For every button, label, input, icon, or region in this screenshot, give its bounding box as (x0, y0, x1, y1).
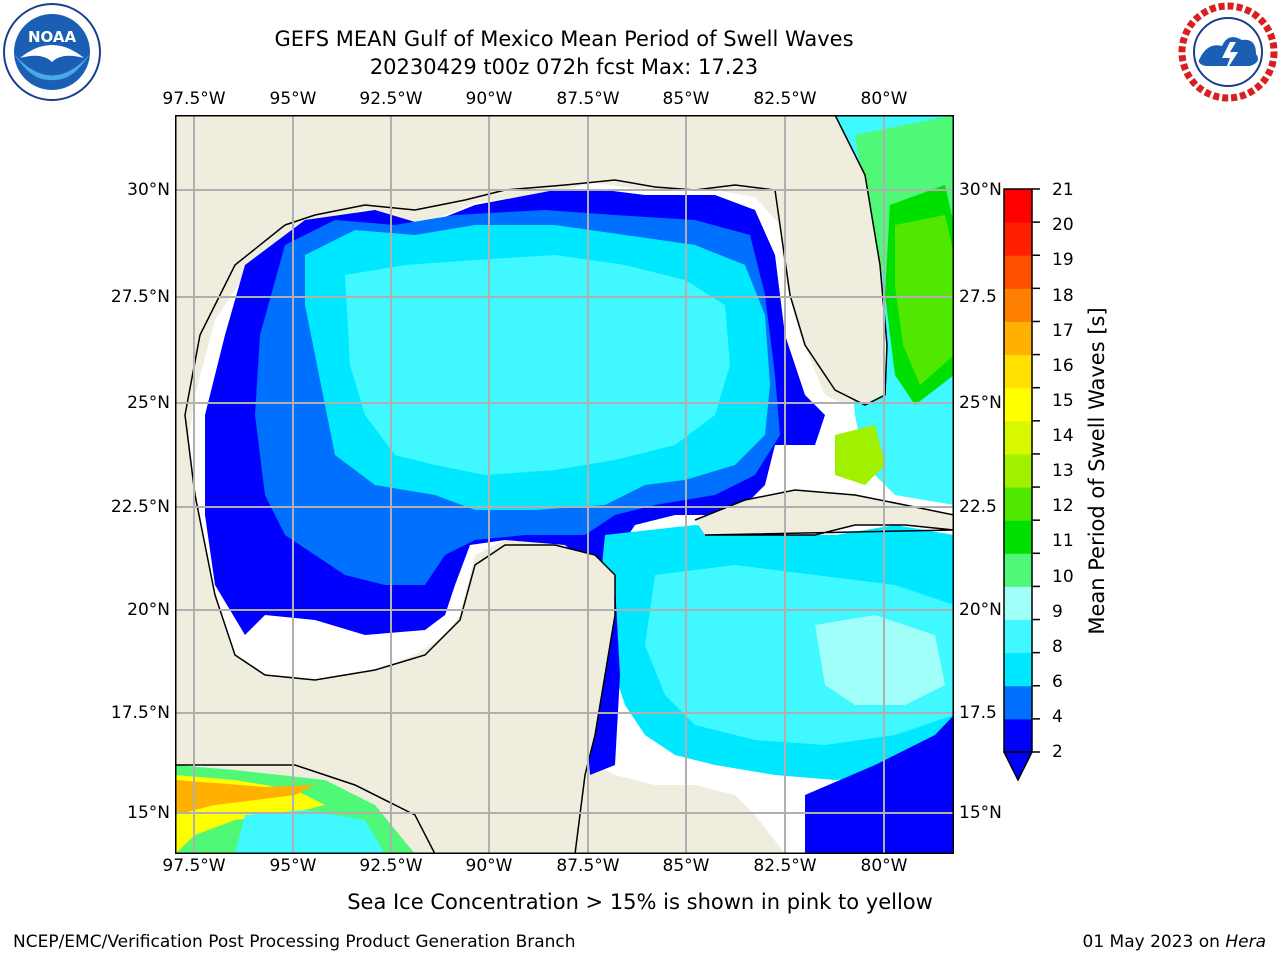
contour-carib-2-4b (805, 715, 954, 854)
graticule (175, 115, 954, 854)
colorbar-band (1004, 619, 1032, 654)
lat-label-left-6: 15°N (127, 803, 170, 823)
colorbar-band (1004, 586, 1032, 621)
colorbar-tick-3: 18 (1052, 286, 1074, 306)
lon-label-bottom-6: 82.5°W (753, 856, 817, 876)
lat-label-left-1: 27.5°N (110, 287, 170, 307)
contour-8-9 (345, 255, 730, 475)
colorbar-extend-arrow (1002, 751, 1034, 782)
colorbar-band (1004, 553, 1032, 587)
colorbar-band (1004, 354, 1032, 389)
lat-label-left-3: 22.5°N (110, 497, 170, 517)
colorbar-tick-15: 4 (1052, 707, 1063, 727)
colorbar-tick-16: 2 (1052, 742, 1063, 762)
colorbar-band (1004, 222, 1032, 256)
colorbar-tick-12: 9 (1052, 602, 1063, 622)
colorbar-tick-5: 16 (1052, 356, 1074, 376)
lon-label-top-6: 82.5°W (753, 89, 817, 109)
lat-label-right-5: 17.5 (959, 703, 997, 723)
colorbar-band (1004, 453, 1032, 488)
chart-title: GEFS MEAN Gulf of Mexico Mean Period of … (274, 27, 854, 51)
lon-label-bottom-2: 92.5°W (359, 856, 423, 876)
contour-carib-9 (815, 615, 945, 705)
colorbar-band (1004, 189, 1032, 223)
contour-pac-cyan (235, 810, 385, 854)
lat-label-right-1: 27.5 (959, 287, 997, 307)
colorbar-frame (1003, 188, 1033, 753)
lon-label-top-5: 85°W (662, 89, 710, 109)
chart-subtitle: 20230429 t00z 072h fcst Max: 17.23 (369, 55, 759, 79)
lat-label-right-0: 30°N (959, 180, 1002, 200)
colorbar-tick-1: 20 (1052, 215, 1074, 235)
land-florida (775, 115, 887, 405)
colorbar-band (1004, 387, 1032, 422)
lat-label-left-4: 20°N (127, 600, 170, 620)
footer-date-text: 01 May 2023 on (1082, 932, 1226, 952)
coastline (284, 115, 888, 406)
colorbar-tick-2: 19 (1052, 250, 1074, 270)
colorbar-band (1004, 685, 1032, 720)
land-us-south (265, 115, 835, 225)
contour-pac-orange (175, 780, 315, 815)
lon-label-bottom-5: 85°W (662, 856, 710, 876)
lat-label-left-0: 30°N (127, 180, 170, 200)
colorbar-tick-13: 8 (1052, 637, 1063, 657)
colorbar-tick-4: 17 (1052, 321, 1074, 341)
land-mexico (175, 115, 480, 815)
colorbar-label: Mean Period of Swell Waves [s] (1085, 307, 1109, 635)
sea-ice-note: Sea Ice Concentration > 15% is shown in … (347, 890, 933, 914)
land-yucatan (415, 545, 615, 854)
colorbar-tick-7: 14 (1052, 426, 1074, 446)
map-frame (175, 115, 954, 854)
coastline-mexico (184, 224, 616, 854)
colorbar-band (1004, 288, 1032, 322)
contour-atl-11-12 (895, 215, 954, 385)
colorbar-band (1004, 520, 1032, 554)
footer-branch: NCEP/EMC/Verification Post Processing Pr… (13, 932, 576, 952)
lon-label-top-7: 80°W (860, 89, 908, 109)
land-cuba (695, 490, 954, 535)
colorbar-tick-14: 6 (1052, 672, 1063, 692)
lon-label-bottom-7: 80°W (860, 856, 908, 876)
colorbar-band (1004, 321, 1032, 356)
lon-label-top-4: 87.5°W (556, 89, 620, 109)
lat-label-right-3: 22.5 (959, 497, 997, 517)
lat-label-right-4: 20°N (959, 600, 1002, 620)
colorbar-band (1004, 487, 1032, 521)
colorbar-tick-0: 21 (1052, 180, 1074, 200)
colorbar-band (1004, 718, 1032, 753)
colorbar-tick-9: 12 (1052, 496, 1074, 516)
footer-date: 01 May 2023 on Hera (1083, 932, 1267, 952)
map-plot (175, 115, 954, 854)
colorbar-band (1004, 420, 1032, 455)
lon-label-top-0: 97.5°W (162, 89, 226, 109)
colorbar-tick-8: 13 (1052, 461, 1074, 481)
coastline-pacific (175, 764, 436, 854)
lat-label-right-6: 15°N (959, 803, 1002, 823)
lat-label-right-2: 25°N (959, 393, 1002, 413)
noaa-logo-icon: NOAA (2, 2, 102, 102)
lat-label-left-5: 17.5°N (110, 703, 170, 723)
colorbar-tick-10: 11 (1052, 531, 1074, 551)
lon-label-top-3: 90°W (465, 89, 513, 109)
colorbar-bands (1004, 188, 1040, 753)
nws-logo-icon (1178, 2, 1278, 102)
footer-host: Hera (1225, 932, 1266, 952)
colorbar (1002, 188, 1040, 782)
contour-bahama (835, 425, 885, 485)
colorbar-band (1004, 652, 1032, 687)
lon-label-bottom-0: 97.5°W (162, 856, 226, 876)
colorbar-tick-6: 15 (1052, 391, 1074, 411)
colorbar-tick-11: 10 (1052, 567, 1074, 587)
colorbar-band (1004, 255, 1032, 289)
lon-label-bottom-1: 95°W (269, 856, 317, 876)
lon-label-bottom-4: 87.5°W (556, 856, 620, 876)
lon-label-top-2: 92.5°W (359, 89, 423, 109)
lon-label-top-1: 95°W (269, 89, 317, 109)
lat-label-left-2: 25°N (127, 393, 170, 413)
noaa-logo-text: NOAA (28, 28, 77, 46)
lon-label-bottom-3: 90°W (465, 856, 513, 876)
